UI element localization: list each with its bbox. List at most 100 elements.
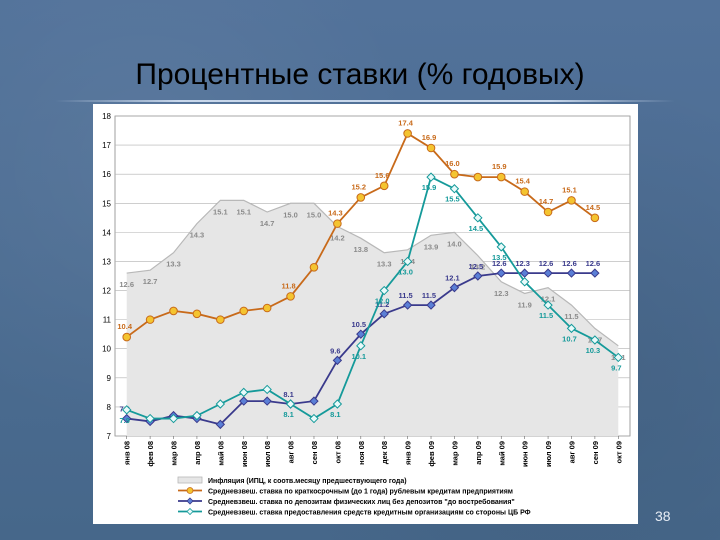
data-label: 15.1 (213, 207, 228, 216)
y-tick-label: 10 (102, 345, 111, 354)
data-point (356, 193, 366, 202)
data-point (590, 213, 600, 223)
data-label: 15.5 (445, 195, 460, 204)
data-point (379, 285, 389, 296)
data-label: 13.8 (353, 245, 368, 254)
data-point (449, 184, 460, 194)
data-label: 14.5 (469, 224, 484, 233)
data-point (519, 268, 530, 278)
data-point (332, 355, 343, 366)
y-tick-label: 15 (102, 199, 111, 208)
data-label: 8.1 (330, 410, 340, 419)
data-point (145, 315, 155, 324)
data-label: 14.3 (328, 209, 343, 218)
data-label: 12.1 (445, 274, 460, 283)
x-tick-label: авг 09 (567, 441, 576, 463)
data-label: 13.3 (166, 260, 181, 269)
inflation-line (126, 199, 619, 347)
data-label: 13.5 (492, 253, 507, 262)
data-point (356, 341, 366, 351)
data-point (379, 309, 389, 319)
series-line (126, 175, 619, 420)
y-tick-label: 16 (102, 170, 111, 179)
data-point (309, 413, 319, 424)
x-tick-label: окт 08 (333, 441, 342, 463)
data-label: 12.3 (515, 259, 530, 268)
data-label: 16.0 (445, 159, 460, 168)
data-label: 11.5 (422, 291, 436, 300)
data-label: 12.6 (539, 259, 554, 268)
x-tick-label: дек 08 (380, 441, 389, 464)
data-point (215, 419, 226, 430)
data-point (239, 396, 249, 406)
data-label: 14.2 (330, 234, 345, 243)
data-point (403, 129, 412, 138)
x-tick-label: мар 08 (170, 441, 179, 466)
data-point (262, 396, 272, 406)
data-point (426, 300, 436, 310)
data-point (543, 300, 553, 310)
data-label: 15.1 (562, 185, 577, 194)
legend-marker (186, 487, 194, 494)
data-label: 11.5 (399, 291, 413, 300)
data-label: 15.2 (351, 182, 366, 191)
y-tick-label: 17 (102, 141, 111, 150)
data-label: 12.3 (494, 289, 509, 298)
data-point (449, 282, 460, 293)
interest-rate-chart: 7 8 9 10 11 12 13 14 15 16 17 18 янв 08 фев 08 мар 08 а… (102, 112, 631, 517)
data-label: 10.3 (586, 346, 601, 355)
data-label: 10.1 (351, 352, 366, 361)
data-point (239, 387, 249, 398)
data-point (426, 143, 436, 153)
data-label: 8.1 (283, 390, 293, 399)
data-point (496, 268, 506, 278)
y-tick-label: 11 (103, 316, 112, 325)
data-point (473, 271, 483, 281)
legend: Инфляция (ИПЦ, к соотв.месяцу предшеству… (177, 476, 531, 517)
data-label: 8.1 (283, 410, 293, 419)
data-label: 7.9 (119, 416, 129, 425)
data-point (192, 410, 202, 421)
data-point (169, 306, 178, 316)
data-point (567, 196, 576, 205)
x-tick-label: фев 09 (427, 441, 436, 467)
x-tick-label: мар 09 (450, 441, 459, 466)
data-point (566, 323, 577, 334)
y-tick-label: 8 (107, 403, 112, 412)
data-point (543, 207, 553, 217)
data-point (590, 335, 600, 345)
data-point (121, 413, 132, 424)
data-point (379, 181, 389, 191)
y-tick-label: 9 (107, 374, 112, 383)
data-label: 12.0 (375, 297, 390, 306)
data-label: 15.0 (283, 210, 298, 219)
y-tick-label: 12 (102, 287, 111, 296)
data-label: 12.7 (143, 277, 158, 286)
data-point (122, 332, 132, 342)
x-tick-label: сен 08 (310, 441, 319, 464)
data-label: 9.6 (330, 346, 340, 355)
data-point (262, 303, 272, 313)
data-point (286, 292, 295, 301)
x-tick-label: май 08 (216, 441, 225, 466)
data-label: 17.4 (398, 118, 413, 127)
x-tick-label: май 09 (497, 441, 506, 466)
data-label: 14.3 (190, 231, 205, 240)
x-tick-label: апр 08 (193, 441, 202, 465)
legend-label: Средневзвеш. ставка по депозитам физичес… (208, 498, 515, 506)
data-label: 10.7 (562, 334, 577, 343)
data-point (473, 213, 483, 223)
data-point (496, 242, 506, 252)
data-label: 14.5 (586, 203, 601, 212)
x-tick-label: окт 09 (614, 441, 623, 463)
data-label: 11.8 (281, 281, 295, 290)
data-point (332, 399, 343, 409)
data-point (356, 329, 366, 339)
chart-panel: 7 8 9 10 11 12 13 14 15 16 17 18 янв 08 фев 08 мар 08 а… (93, 104, 638, 524)
data-label: 12.1 (541, 295, 556, 304)
series-3: 7.9 8.1 8.1 10.1 12.0 13.0 15.9 15.5 14.5 13.5 11.… (119, 172, 624, 425)
data-label: 14.0 (447, 239, 462, 248)
data-point (450, 169, 459, 179)
data-point (520, 187, 529, 196)
data-label: 15.4 (515, 177, 530, 186)
